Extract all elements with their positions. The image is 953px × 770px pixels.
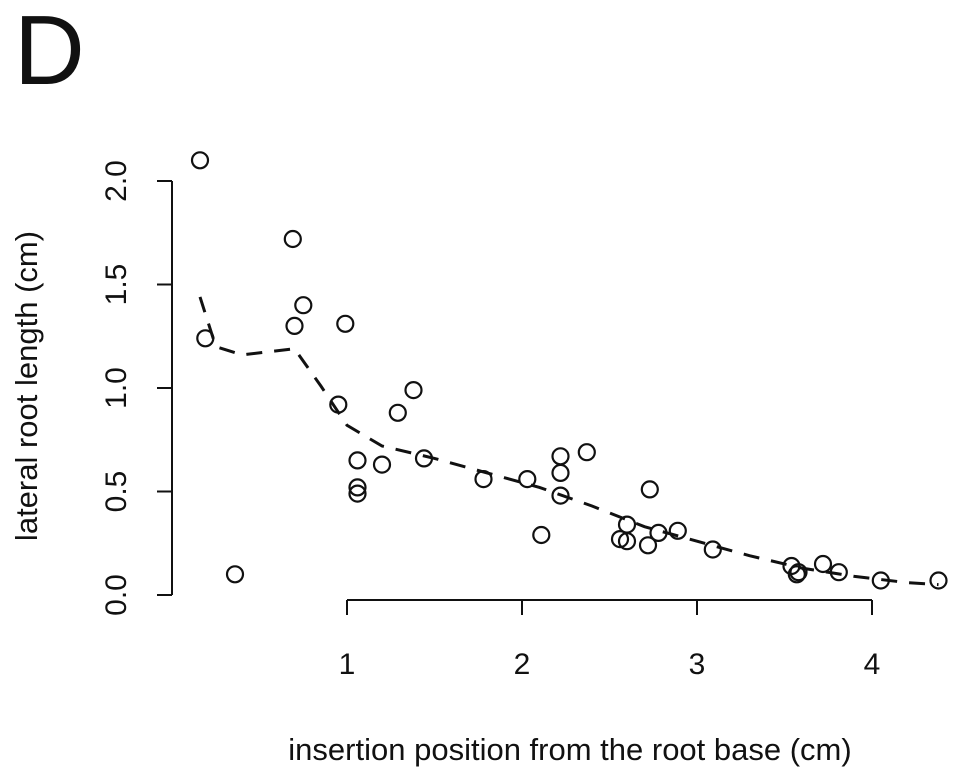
x-tick-label: 1 [339, 648, 356, 681]
axes: 0.0 0.5 1.0 1.5 2.0 1 2 3 4 [100, 160, 880, 681]
y-tick-label: 1.0 [100, 367, 133, 409]
data-point [929, 571, 948, 590]
data-point [348, 484, 367, 503]
data-point [649, 523, 668, 543]
data-point [474, 470, 493, 489]
data-point [551, 463, 570, 482]
data-point [414, 449, 434, 468]
data-points-layer [190, 151, 948, 590]
data-point [703, 540, 722, 559]
data-point [813, 554, 833, 574]
data-point [617, 532, 637, 551]
data-point [518, 470, 537, 489]
x-axis-title: insertion position from the root base (c… [288, 732, 851, 767]
y-tick-label: 2.0 [100, 160, 133, 202]
data-point [577, 443, 596, 462]
data-point [329, 395, 348, 414]
x-tick-label: 4 [864, 648, 881, 681]
data-point [196, 329, 215, 348]
data-point [225, 565, 245, 584]
data-point [348, 478, 367, 497]
data-point [285, 316, 304, 335]
data-point [668, 521, 687, 540]
y-tick-label: 0.0 [100, 574, 133, 616]
data-point [388, 403, 407, 422]
data-point [404, 381, 423, 400]
data-point [190, 151, 210, 170]
data-point [610, 529, 630, 549]
trend-line [198, 296, 939, 587]
data-point [617, 515, 637, 534]
data-point [871, 571, 890, 590]
data-point [640, 480, 659, 499]
panel-label: D [14, 0, 85, 105]
data-point [551, 486, 570, 505]
data-point [372, 455, 392, 474]
data-point [348, 451, 367, 470]
y-tick-label: 1.5 [100, 264, 133, 306]
data-point [532, 525, 551, 545]
x-tick-label: 3 [689, 648, 706, 681]
y-axis-title: lateral root length (cm) [9, 231, 44, 541]
data-point [294, 296, 313, 315]
data-point [551, 447, 570, 466]
data-point [336, 314, 355, 333]
data-point [829, 563, 848, 582]
data-point [638, 536, 658, 555]
data-point [787, 565, 806, 584]
trend-line-layer [198, 296, 939, 587]
y-tick-label: 0.5 [100, 471, 133, 513]
x-tick-label: 2 [514, 648, 531, 681]
data-point [789, 563, 808, 582]
data-point [283, 229, 302, 249]
